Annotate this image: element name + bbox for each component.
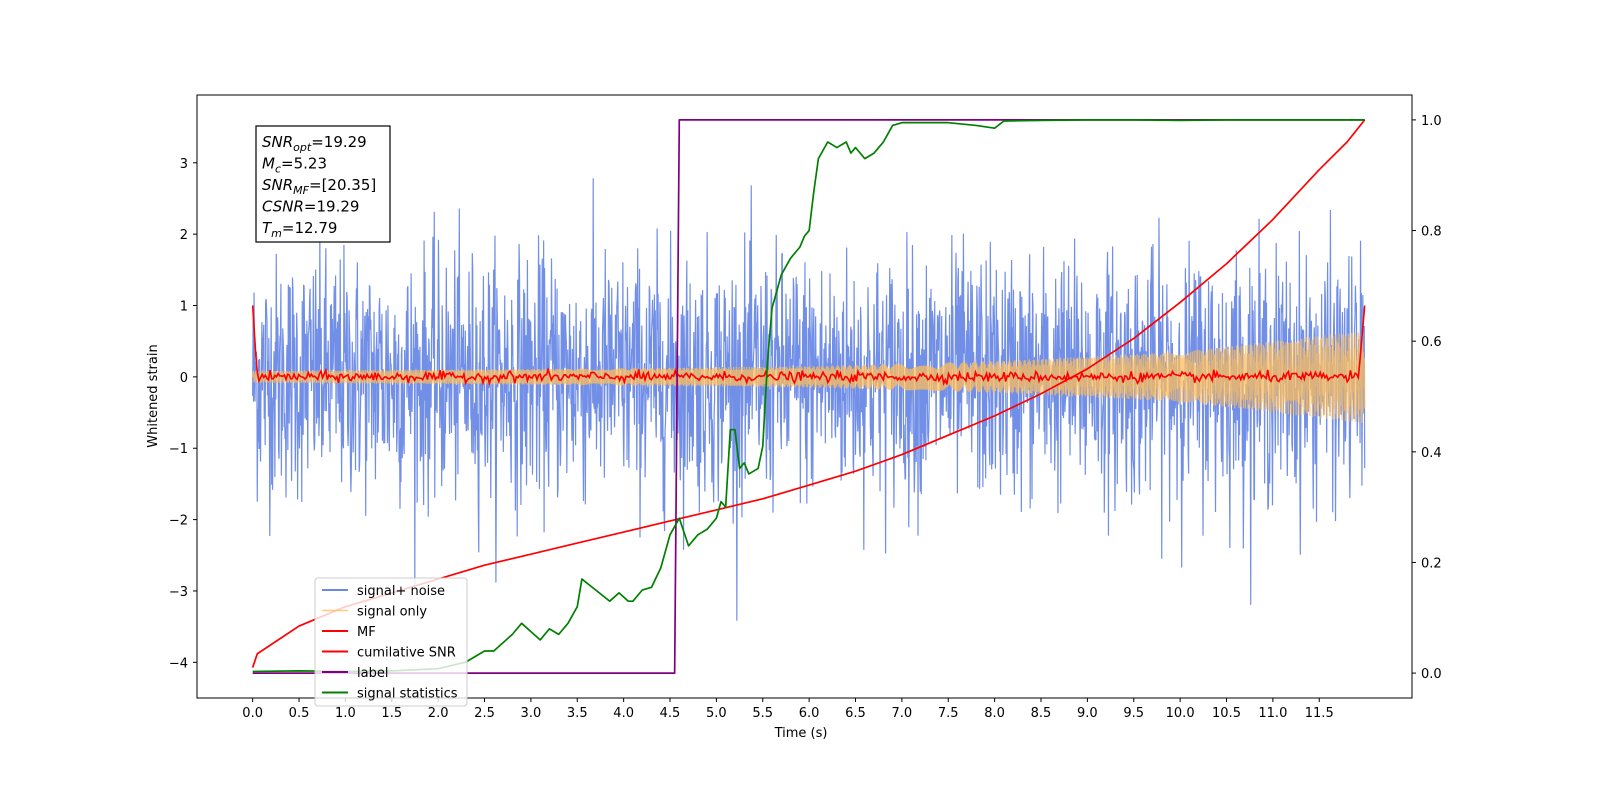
stats-annotation-box: SNRopt=19.29Mc=5.23SNRMF=[20.35]CSNR=19.… xyxy=(255,125,391,243)
x-tick-label: 8.5 xyxy=(1031,706,1052,721)
x-tick-label: 2.0 xyxy=(428,706,449,721)
legend-entry: MF xyxy=(357,625,376,640)
series-signal-statistics xyxy=(252,119,1365,673)
x-tick-label: 0.0 xyxy=(242,706,263,721)
y-axis-right: 1.0 0.8 0.6 0.4 0.2 0.0 xyxy=(1412,114,1442,682)
y-tick-label: −1 xyxy=(169,442,188,457)
x-tick-label: 8.0 xyxy=(984,706,1005,721)
x-tick-label: 6.5 xyxy=(845,706,866,721)
y2-tick-label: 1.0 xyxy=(1421,114,1442,129)
x-tick-label: 11.5 xyxy=(1305,706,1334,721)
y-tick-label: −3 xyxy=(169,585,188,600)
x-tick-label: 10.5 xyxy=(1212,706,1241,721)
x-axis-label: Time (s) xyxy=(774,726,828,741)
y-tick-label: 2 xyxy=(180,228,188,243)
annotation-line: CSNR=19.29 xyxy=(262,198,359,216)
x-tick-label: 10.0 xyxy=(1166,706,1195,721)
x-tick-label: 5.0 xyxy=(706,706,727,721)
y2-tick-label: 0.6 xyxy=(1421,335,1442,350)
y2-tick-label: 0.8 xyxy=(1421,225,1442,240)
x-tick-label: 3.5 xyxy=(567,706,588,721)
annotation-frame xyxy=(255,125,391,243)
plot-frame xyxy=(196,94,1413,699)
series-mf xyxy=(251,305,1366,387)
x-tick-label: 1.5 xyxy=(381,706,402,721)
x-tick-label: 7.5 xyxy=(938,706,959,721)
annotation-line: SNRMF=[20.35] xyxy=(262,176,376,197)
x-tick-label: 1.0 xyxy=(335,706,356,721)
x-tick-label: 0.5 xyxy=(289,706,310,721)
y-tick-label: 3 xyxy=(180,157,188,172)
x-tick-label: 4.5 xyxy=(660,706,681,721)
legend-entry: signal only xyxy=(357,605,427,620)
y-tick-label: −4 xyxy=(169,656,188,671)
legend-entry: label xyxy=(357,666,388,681)
legend-entry: signal statistics xyxy=(357,687,458,702)
x-tick-label: 3.0 xyxy=(521,706,542,721)
x-tick-label: 7.0 xyxy=(892,706,913,721)
legend-entry: cumilative SNR xyxy=(357,646,456,661)
y-tick-label: 1 xyxy=(180,300,188,315)
x-tick-label: 6.0 xyxy=(799,706,820,721)
annotation-line: Tm=12.79 xyxy=(262,219,337,240)
y2-tick-label: 0.0 xyxy=(1421,667,1442,682)
y-tick-label: 0 xyxy=(180,371,188,386)
legend-entry: signal+ noise xyxy=(357,584,445,599)
x-tick-label: 9.0 xyxy=(1077,706,1098,721)
x-tick-label: 9.5 xyxy=(1123,706,1144,721)
x-tick-label: 11.0 xyxy=(1258,706,1287,721)
annotation-line: Mc=5.23 xyxy=(262,155,327,176)
y-axis-left: 3 2 1 0 −1 −2 −3 −4 xyxy=(169,157,197,671)
x-tick-label: 4.0 xyxy=(613,706,634,721)
annotation-line: SNRopt=19.29 xyxy=(262,133,367,154)
y-tick-label: −2 xyxy=(169,514,188,529)
x-axis: 0.0 0.5 1.0 1.5 2.0 2.5 3.0 3.5 4.0 4.5 5.0 5.5 6.0 6… xyxy=(242,698,1334,721)
x-tick-label: 2.5 xyxy=(474,706,495,721)
y2-tick-label: 0.4 xyxy=(1421,446,1442,461)
y2-tick-label: 0.2 xyxy=(1421,556,1442,571)
y-axis-label: Whitened strain xyxy=(146,344,161,447)
legend: signal+ noise signal only MF cumilative SNR… xyxy=(314,577,468,707)
x-tick-label: 5.5 xyxy=(752,706,773,721)
series-signal-only xyxy=(252,332,1366,423)
legend-frame xyxy=(314,577,468,707)
